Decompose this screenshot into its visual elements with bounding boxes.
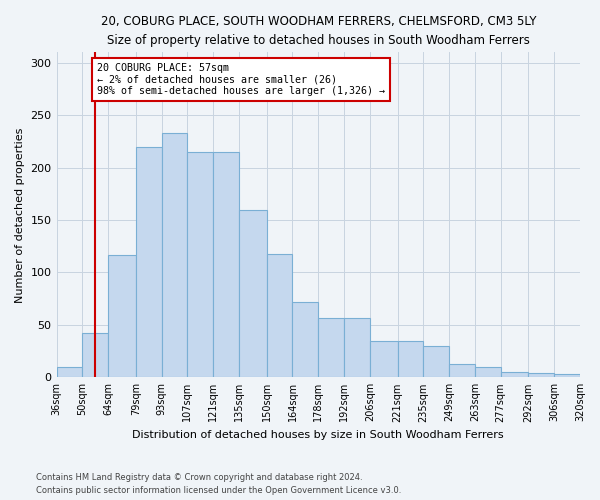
Bar (344, 318, 370, 378)
Text: Contains HM Land Registry data © Crown copyright and database right 2024.
Contai: Contains HM Land Registry data © Crown c… (36, 474, 401, 495)
Bar (398, 340, 424, 378)
Bar (292, 302, 318, 378)
X-axis label: Distribution of detached houses by size in South Woodham Ferrers: Distribution of detached houses by size … (133, 430, 504, 440)
Bar (475, 367, 501, 378)
Bar (318, 318, 344, 378)
Bar (554, 374, 580, 378)
Bar (449, 364, 475, 378)
Bar (266, 254, 292, 378)
Bar (501, 372, 529, 378)
Bar (213, 152, 239, 378)
Bar (424, 346, 449, 378)
Y-axis label: Number of detached properties: Number of detached properties (15, 127, 25, 302)
Bar (82, 334, 108, 378)
Bar (136, 146, 161, 378)
Title: 20, COBURG PLACE, SOUTH WOODHAM FERRERS, CHELMSFORD, CM3 5LY
Size of property re: 20, COBURG PLACE, SOUTH WOODHAM FERRERS,… (101, 15, 536, 47)
Bar (108, 254, 136, 378)
Bar (239, 210, 266, 378)
Bar (370, 340, 398, 378)
Bar (529, 373, 554, 378)
Bar (187, 152, 213, 378)
Bar (56, 367, 82, 378)
Bar (161, 133, 187, 378)
Text: 20 COBURG PLACE: 57sqm
← 2% of detached houses are smaller (26)
98% of semi-deta: 20 COBURG PLACE: 57sqm ← 2% of detached … (97, 63, 385, 96)
